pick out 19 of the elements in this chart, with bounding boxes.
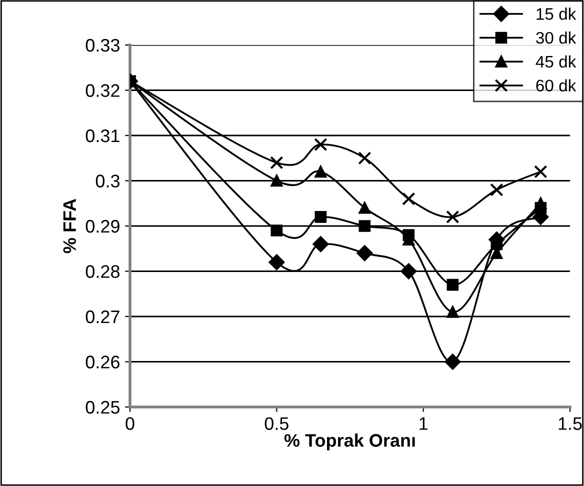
x-tick-label: 1 [420,417,428,430]
x-tick-label: 1.5 [558,417,582,430]
y-axis-title: % FFA [63,198,76,254]
y-tick-label: 0.27 [86,310,120,324]
y-tick-label: 0.26 [86,356,120,368]
y-tick-label: 0.29 [86,220,120,233]
x-tick-label: 0.5 [264,417,288,430]
x-axis-title: % Toprak Oranı [284,434,415,450]
legend-label: 45 dk [536,55,576,68]
y-tick-label: 0.32 [86,84,120,97]
legend-label: 30 dk [536,32,576,44]
legend-label: 60 dk [536,79,576,92]
y-tick-label: 0.25 [86,400,120,414]
x-tick-label: 0 [126,417,134,430]
y-tick-label: 0.28 [86,265,120,278]
y-tick-label: 0.33 [86,38,120,52]
legend-label: 15 dk [536,8,576,20]
y-tick-label: 0.3 [96,174,120,188]
y-tick-label: 0.31 [86,129,120,142]
